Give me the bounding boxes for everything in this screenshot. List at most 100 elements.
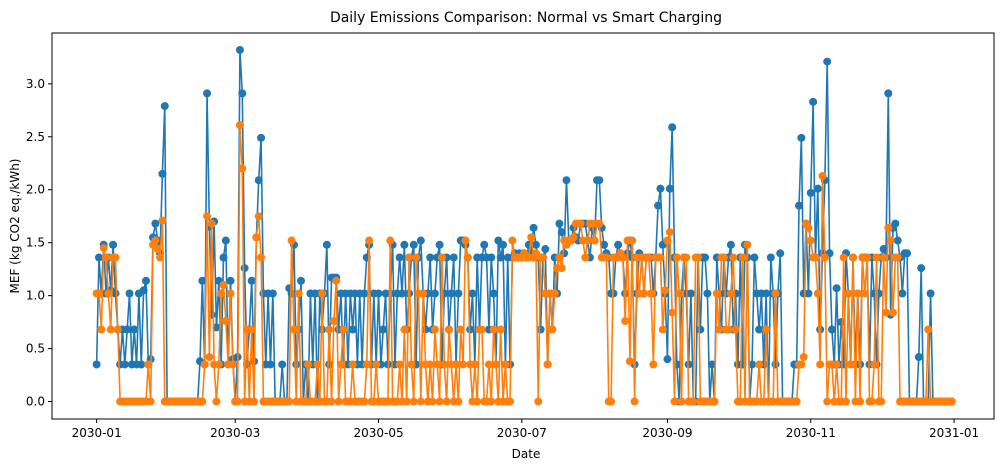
- series-1-point: [600, 240, 609, 249]
- series-1-point: [879, 245, 888, 254]
- series-1-point: [795, 201, 804, 210]
- series-1-point: [703, 289, 712, 298]
- series-2-point: [806, 236, 815, 245]
- series-2-point: [853, 289, 862, 298]
- series-1-point: [668, 123, 677, 132]
- series-2-point: [813, 289, 822, 298]
- series-2-point: [724, 325, 733, 334]
- y-tick-label: 2.0: [26, 183, 45, 197]
- series-2-point: [407, 360, 416, 369]
- series-1-point: [398, 289, 407, 298]
- series-1-point: [595, 176, 604, 185]
- series-2-point: [618, 253, 627, 262]
- series-1-point: [266, 360, 275, 369]
- series-2-point: [888, 308, 897, 317]
- series-2-point: [287, 236, 296, 245]
- series-1-point: [120, 360, 129, 369]
- series-1-point: [541, 245, 550, 254]
- series-1-point: [884, 89, 893, 98]
- series-2-point: [233, 397, 242, 406]
- series-2-point: [428, 397, 437, 406]
- series-2-point: [435, 397, 444, 406]
- series-2-point: [726, 289, 735, 298]
- series-2-point: [219, 281, 228, 290]
- series-1-point: [480, 240, 489, 249]
- series-2-point: [872, 253, 881, 262]
- y-tick-label: 1.5: [26, 236, 45, 250]
- series-2-point: [548, 325, 557, 334]
- series-2-point: [630, 397, 639, 406]
- series-2-point: [250, 397, 259, 406]
- series-2-point: [595, 219, 604, 228]
- series-2-point: [731, 325, 740, 334]
- series-2-point: [348, 360, 357, 369]
- series-2-point: [445, 325, 453, 334]
- series-1-point: [257, 133, 266, 142]
- series-1-point: [529, 223, 538, 232]
- series-2-point: [491, 360, 500, 369]
- series-2-point: [214, 360, 223, 369]
- series-2-point: [506, 397, 515, 406]
- series-2-point: [329, 317, 338, 326]
- series-2-point: [257, 253, 266, 262]
- series-1-point: [240, 264, 249, 273]
- series-1-point: [917, 264, 926, 273]
- series-2-point: [668, 308, 677, 317]
- series-1-point: [137, 360, 146, 369]
- x-tick-label: 2030-01: [72, 426, 122, 440]
- series-1-point: [914, 353, 923, 362]
- series-1-point: [750, 253, 759, 262]
- series-2-point: [832, 360, 841, 369]
- series-2-point: [205, 353, 214, 362]
- series-2-point: [452, 360, 461, 369]
- series-2-point: [816, 360, 825, 369]
- series-2-point: [820, 253, 829, 262]
- series-2-point: [207, 219, 216, 228]
- series-2-point: [405, 253, 414, 262]
- series-2-point: [459, 360, 468, 369]
- series-2-point: [804, 223, 813, 232]
- series-1-point: [360, 289, 369, 298]
- series-1-point: [430, 289, 439, 298]
- series-1-point: [322, 240, 331, 249]
- y-axis-label: MEF (kg CO2 eq./kWh): [8, 159, 22, 294]
- series-2-point: [304, 360, 313, 369]
- series-2-point: [628, 236, 637, 245]
- series-1-point: [130, 325, 139, 334]
- y-axis: 0.0 0.5 1.0 1.5 2.0 2.5 3.0: [26, 77, 52, 409]
- series-2-point: [221, 317, 230, 326]
- series-2-point: [839, 253, 848, 262]
- series-1-point: [656, 184, 665, 193]
- series-1-point: [762, 289, 771, 298]
- series-2-point: [689, 397, 698, 406]
- series-2-point: [534, 397, 543, 406]
- series-2-point: [325, 325, 334, 334]
- series-2-point: [153, 245, 162, 254]
- series-1-point: [557, 228, 566, 237]
- series-1-point: [247, 276, 256, 285]
- series-2-point: [339, 325, 348, 334]
- series-2-point: [313, 360, 322, 369]
- series-2-point: [228, 360, 237, 369]
- series-1-point: [160, 102, 169, 111]
- series-2-point: [792, 397, 801, 406]
- series-2-point: [581, 253, 590, 262]
- series-2-point: [200, 360, 209, 369]
- series-2-point: [550, 289, 559, 298]
- series-2-point: [332, 276, 341, 285]
- series-2-point: [665, 228, 674, 237]
- series-2-point: [327, 397, 336, 406]
- series-2-point: [489, 325, 498, 334]
- series-2-point: [849, 253, 858, 262]
- series-2-point: [212, 397, 221, 406]
- series-1-point: [926, 289, 935, 298]
- series-1-point: [221, 236, 230, 245]
- series-2-point: [430, 325, 439, 334]
- series-2-point: [729, 253, 738, 262]
- series-2-point: [111, 253, 120, 262]
- series-2-point: [365, 236, 374, 245]
- series-2-point: [400, 325, 409, 334]
- series-1-point: [555, 219, 564, 228]
- series-2-point: [151, 236, 160, 245]
- series-2-point: [487, 397, 496, 406]
